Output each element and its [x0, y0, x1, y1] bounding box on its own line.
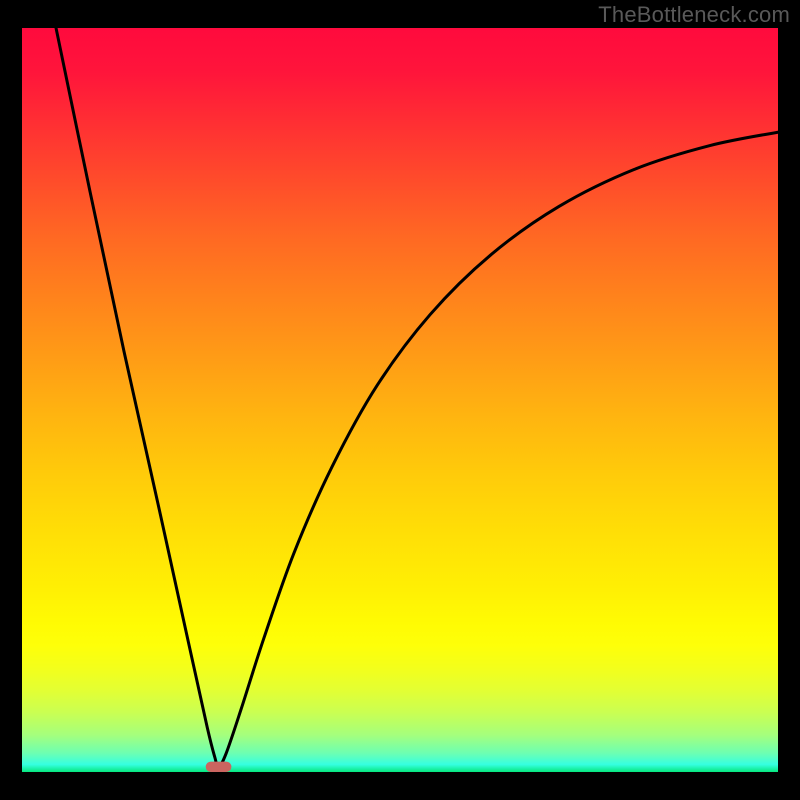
watermark-text: TheBottleneck.com [598, 2, 790, 28]
plot-area [22, 28, 778, 772]
chart-frame: TheBottleneck.com [0, 0, 800, 800]
minimum-marker [206, 762, 232, 772]
chart-svg [22, 28, 778, 772]
